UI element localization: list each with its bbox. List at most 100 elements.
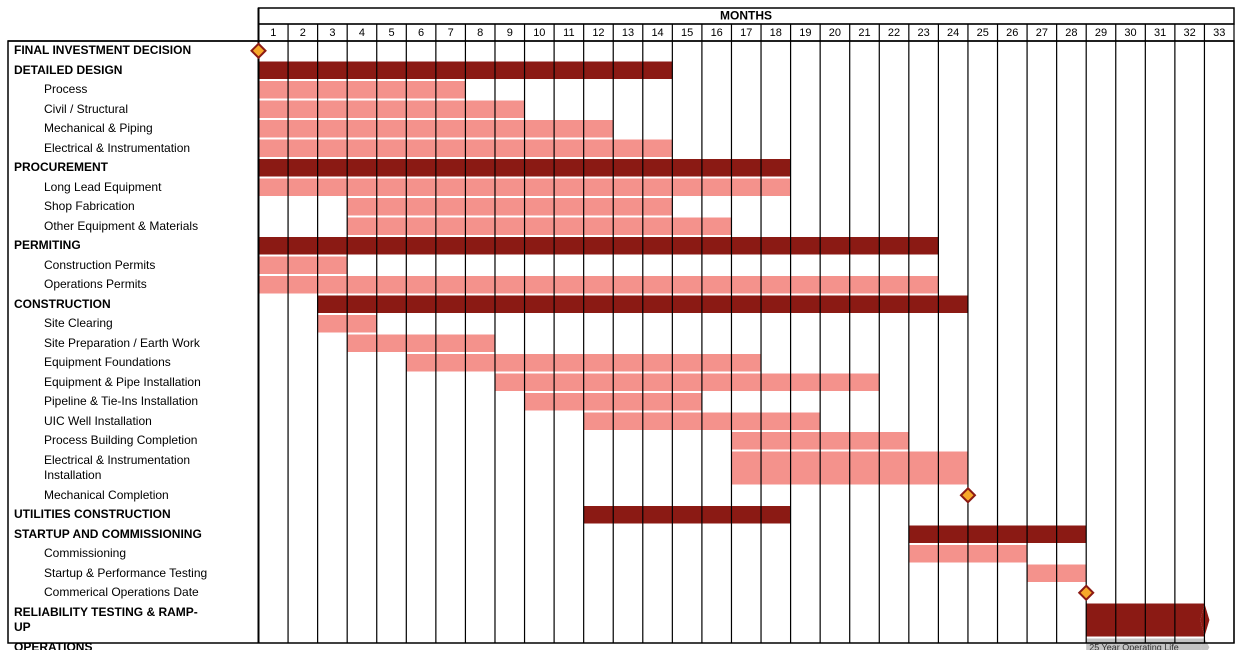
row-label: Mechanical Completion (44, 487, 169, 502)
task-label: RELIABILITY TESTING & RAMP-UP (14, 605, 198, 634)
task-label: CONSTRUCTION (14, 296, 111, 311)
bar-label: 25 Year Operating Life (1089, 643, 1179, 650)
row-label: Long Lead Equipment (44, 179, 162, 194)
task-label: Pipeline & Tie-Ins Installation (44, 394, 199, 409)
task-label: Mechanical Completion (44, 487, 169, 502)
bar (347, 198, 673, 216)
bar (258, 81, 466, 99)
x-tick-label: 15 (681, 27, 693, 39)
x-tick-label: 13 (622, 27, 634, 39)
x-tick-label: 17 (740, 27, 752, 39)
x-tick-label: 27 (1036, 27, 1048, 39)
row-label: PROCUREMENT (14, 160, 108, 174)
row-label: Startup & Performance Testing (44, 565, 208, 580)
milestone (250, 42, 267, 60)
frame (7, 40, 1235, 644)
row-label: STARTUP AND COMMISSIONING (14, 526, 202, 541)
task-label: Electrical & Instrumentation Installatio… (44, 453, 191, 482)
bar (258, 100, 525, 118)
bar (494, 373, 880, 391)
task-label: Startup & Performance Testing (44, 565, 208, 580)
task-label: Long Lead Equipment (44, 179, 162, 194)
x-tick-label: 30 (1124, 27, 1136, 39)
task-label: Process (44, 82, 88, 97)
task-label: Construction Permits (44, 257, 156, 272)
bar (583, 506, 791, 524)
x-tick-label: 6 (418, 27, 424, 39)
row-label: Electrical & Instrumentation Installatio… (44, 453, 191, 482)
x-tick-label: 12 (592, 27, 604, 39)
row-label: Operations Permits (44, 277, 147, 291)
row-label: Equipment & Pipe Installation (44, 374, 201, 389)
x-tick-label: 8 (477, 27, 483, 39)
row-label: FINAL INVESTMENT DECISION (14, 43, 192, 58)
x-tick-label: 33 (1213, 27, 1225, 39)
bar (258, 256, 348, 274)
task-label: Commerical Operations Date (44, 585, 199, 600)
row-label: Commissioning (44, 546, 127, 561)
task-label: OPERATIONS (14, 639, 93, 654)
task-label: STARTUP AND COMMISSIONING (14, 526, 202, 541)
x-tick-label: 1 (270, 27, 276, 39)
task-label: Other Equipment & Materials (44, 218, 199, 233)
x-tick-label: 7 (448, 27, 454, 39)
x-tick-label: 16 (711, 27, 723, 39)
milestone (1077, 584, 1095, 602)
x-tick-label: 4 (359, 27, 365, 39)
task-label: UIC Well Installation (44, 413, 152, 428)
task-label: Electrical & Instrumentation (44, 140, 191, 155)
task-label: Civil / Structural (44, 101, 129, 116)
x-tick-label: 11 (563, 27, 574, 39)
bar (258, 276, 939, 294)
x-tick-label: 24 (947, 27, 959, 39)
x-tick-label: 19 (799, 27, 811, 39)
row-label: Pipeline & Tie-Ins Installation (44, 394, 199, 409)
bar (347, 217, 732, 235)
row-label: Commerical Operations Date (44, 585, 199, 600)
x-tick-label: 31 (1154, 27, 1166, 39)
row-label: CONSTRUCTION (14, 296, 111, 311)
x-tick-label: 5 (388, 27, 394, 39)
x-tick-label: 3 (329, 27, 335, 39)
row-label: Mechanical & Piping (44, 121, 153, 135)
x-tick-label: 2 (300, 27, 306, 39)
row-label: UIC Well Installation (44, 413, 152, 428)
row-label: Civil / Structural (44, 101, 129, 116)
x-tick-label: 26 (1006, 27, 1018, 39)
row-label: PERMITING (14, 238, 81, 252)
row-label: OPERATIONS (14, 639, 93, 654)
x-tick-label: 32 (1184, 27, 1196, 39)
task-label: Site Clearing (44, 316, 113, 331)
row-label: Construction Permits (44, 257, 156, 272)
x-tick-label: 9 (507, 27, 513, 39)
row-label: Site Clearing (44, 316, 113, 331)
bar (258, 237, 939, 255)
task-label: Commissioning (44, 546, 127, 561)
task-label: Equipment & Pipe Installation (44, 374, 201, 389)
task-label: UTILITIES CONSTRUCTION (14, 507, 171, 522)
row-label: Shop Fabrication (44, 199, 135, 214)
bar (347, 334, 495, 352)
task-label: FINAL INVESTMENT DECISION (14, 43, 192, 58)
row-label: Process Building Completion (44, 433, 197, 447)
row-label: UTILITIES CONSTRUCTION (14, 507, 171, 522)
row-label: Site Preparation / Earth Work (44, 335, 200, 350)
x-tick-label: 22 (888, 27, 900, 39)
row-label: RELIABILITY TESTING & RAMP-UP (14, 605, 198, 634)
row-label: Equipment Foundations (44, 355, 171, 370)
x-tick-label: 23 (917, 27, 929, 39)
task-label: Equipment Foundations (44, 355, 171, 370)
x-tick-label: 10 (533, 27, 545, 39)
x-axis-label: MONTHS (720, 9, 772, 23)
x-tick-label: 28 (1065, 27, 1077, 39)
row-label: Other Equipment & Materials (44, 218, 199, 233)
x-tick-label: 14 (651, 27, 663, 39)
row-label: DETAILED DESIGN (14, 63, 122, 77)
x-tick-label: 20 (829, 27, 841, 39)
task-label: Shop Fabrication (44, 199, 135, 214)
task-label: Site Preparation / Earth Work (44, 335, 200, 350)
x-tick-label: 21 (858, 27, 870, 39)
x-tick-label: 18 (770, 27, 782, 39)
row-label: Process (44, 82, 88, 97)
x-tick-label: 29 (1095, 27, 1107, 39)
